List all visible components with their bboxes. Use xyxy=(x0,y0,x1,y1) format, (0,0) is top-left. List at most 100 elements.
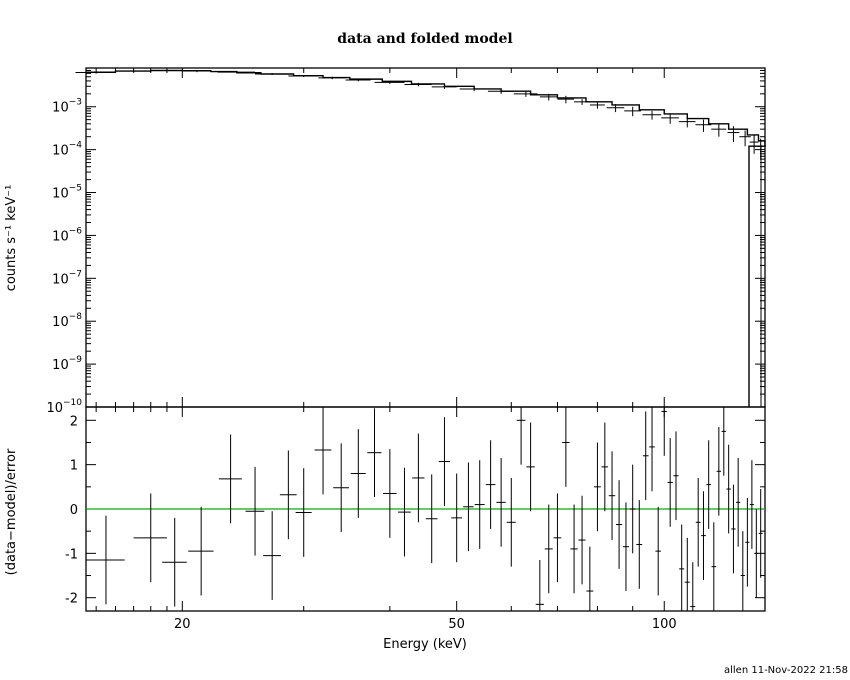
residual-point xyxy=(295,468,312,557)
residual-point xyxy=(578,495,586,585)
data-point xyxy=(345,78,371,82)
data-point xyxy=(539,93,558,101)
residual-point xyxy=(451,473,463,563)
top-plot-frame xyxy=(85,67,766,408)
residual-point xyxy=(474,460,485,549)
residual-point xyxy=(754,509,759,598)
data-point xyxy=(606,104,625,113)
residual-point xyxy=(333,443,350,533)
data-point xyxy=(739,130,751,147)
data-point xyxy=(459,86,488,92)
data-point xyxy=(217,71,256,74)
residual-point xyxy=(749,460,754,549)
y-tick-label: 10−7 xyxy=(52,269,82,287)
residual-point xyxy=(397,467,411,557)
residual-point xyxy=(629,464,636,554)
data-point xyxy=(513,91,538,97)
residual-point xyxy=(162,517,187,607)
residual-point xyxy=(218,434,242,524)
top-panel: 10−10 10−9 10−8 10−7 10−6 10−5 10−4 10−3 xyxy=(46,67,766,416)
residual-point xyxy=(383,449,397,538)
top-y-axis-label: counts s⁻¹ keV⁻¹ xyxy=(4,185,19,292)
data-point xyxy=(661,113,679,124)
residual-point xyxy=(463,462,474,552)
data-point xyxy=(318,76,346,80)
residual-y-tick-label: 0 xyxy=(70,503,78,518)
data-point xyxy=(711,123,727,137)
residual-point xyxy=(701,491,706,580)
residual-point xyxy=(562,407,570,487)
y-tick-label: 10−4 xyxy=(52,141,82,159)
x-tick-label: 100 xyxy=(652,617,677,632)
data-point xyxy=(115,69,151,73)
data-point xyxy=(727,126,740,143)
residual-point xyxy=(608,451,616,541)
residual-point xyxy=(721,407,726,476)
chart-title: data and folded model xyxy=(337,31,512,47)
residual-y-tick-label: 1 xyxy=(70,459,78,474)
residual-point xyxy=(570,504,578,594)
residual-point xyxy=(516,407,526,465)
data-point xyxy=(431,85,457,89)
residual-point xyxy=(726,444,731,534)
data-point xyxy=(749,134,759,154)
residual-point xyxy=(133,493,167,583)
x-axis-label: Energy (keV) xyxy=(383,637,467,652)
residual-point xyxy=(544,504,553,594)
residual-point xyxy=(679,524,685,611)
residual-point xyxy=(690,562,696,611)
residual-point xyxy=(367,408,382,498)
residual-point xyxy=(642,411,649,501)
residual-point xyxy=(622,502,630,592)
data-point xyxy=(288,74,319,78)
residual-point xyxy=(314,407,332,495)
residual-point xyxy=(496,458,506,547)
y-tick-label: 10−3 xyxy=(52,98,82,116)
residual-point xyxy=(601,422,609,512)
residual-point xyxy=(695,477,701,567)
y-tick-label: 10−10 xyxy=(46,398,82,416)
residual-point xyxy=(188,506,214,596)
data-point xyxy=(695,119,712,132)
residual-y-tick-label: 2 xyxy=(70,414,78,429)
y-tick-label: 10−9 xyxy=(52,355,82,373)
residual-point xyxy=(485,440,496,529)
data-point xyxy=(624,106,641,117)
residual-point xyxy=(615,480,623,569)
residual-point xyxy=(526,422,535,512)
model-curve xyxy=(86,69,766,407)
x-tick-label: 50 xyxy=(448,617,465,632)
data-point xyxy=(182,69,211,73)
residual-point xyxy=(649,407,655,492)
residual-point xyxy=(586,546,594,611)
data-point xyxy=(589,101,605,109)
y-tick-label: 10−6 xyxy=(52,226,82,244)
residual-point xyxy=(740,531,745,611)
bottom-panel: 20 50 100 -2 -1 0 1 2 xyxy=(65,406,766,632)
residual-point xyxy=(438,417,451,506)
data-point xyxy=(150,69,183,72)
data-point xyxy=(374,80,405,84)
residual-point xyxy=(716,426,722,516)
residual-point xyxy=(684,537,690,611)
residual-point xyxy=(711,522,717,611)
data-point xyxy=(404,82,432,87)
residual-point xyxy=(667,438,673,527)
residual-point xyxy=(706,440,712,529)
residual-point xyxy=(745,497,750,587)
residual-point xyxy=(661,407,667,456)
residual-point xyxy=(636,500,643,589)
y-tick-label: 10−5 xyxy=(52,184,82,202)
y-tick-label: 10−8 xyxy=(52,312,82,330)
residual-y-tick-label: -2 xyxy=(65,592,78,607)
residual-point xyxy=(673,431,679,521)
residual-point xyxy=(263,511,281,600)
residual-point xyxy=(655,506,661,596)
residual-point xyxy=(245,466,265,556)
footer-stamp: allen 11-Nov-2022 21:58 xyxy=(724,665,848,676)
data-point xyxy=(757,138,764,160)
residual-point xyxy=(425,474,438,564)
residual-point xyxy=(279,450,297,540)
residual-point xyxy=(594,442,601,532)
residual-point xyxy=(736,458,741,547)
